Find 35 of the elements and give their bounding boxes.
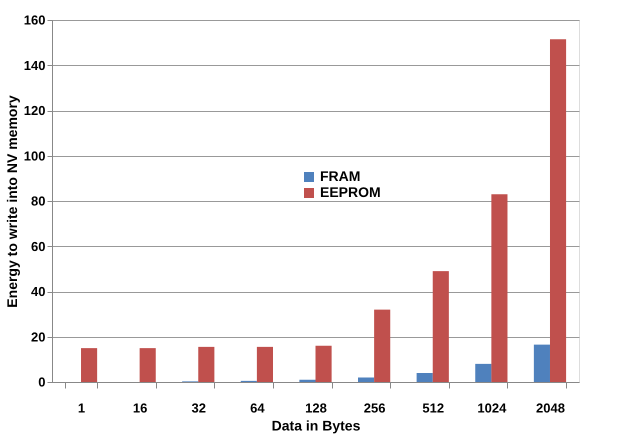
bar: [491, 194, 508, 382]
x-tick-label: 2048: [536, 400, 565, 416]
x-tick-label: 256: [364, 400, 386, 416]
x-tick-label: 1: [78, 400, 86, 416]
legend-label: FRAM: [320, 168, 360, 184]
y-tick-label: 20: [31, 329, 46, 344]
bar: [534, 344, 550, 382]
bar: [432, 271, 449, 382]
bar: [256, 346, 273, 382]
bar: [81, 348, 98, 382]
y-tick-label: 0: [38, 374, 46, 390]
bar: [550, 39, 566, 382]
y-tick-label: 80: [31, 194, 46, 208]
y-tick-label: 140: [24, 58, 46, 73]
y-tick-label: 160: [24, 12, 46, 28]
bar: [316, 346, 332, 382]
x-tick-label: 128: [305, 400, 327, 416]
x-tick-label: 16: [132, 400, 148, 416]
x-axis-title: Data in Bytes: [272, 418, 361, 434]
bar: [198, 346, 214, 382]
y-tick-label: 120: [24, 103, 46, 118]
bar: [374, 310, 390, 382]
bar: [358, 377, 374, 382]
bar: [475, 364, 492, 382]
bar: [140, 348, 156, 382]
x-tick-label: 32: [192, 400, 206, 416]
x-tick-label: 1024: [477, 400, 508, 416]
y-axis-title: Energy to write into NV memory: [4, 95, 20, 308]
y-tick-label: 40: [31, 284, 46, 299]
bar: [416, 372, 433, 382]
y-tick-label: 100: [24, 148, 46, 164]
x-tick-label: 512: [422, 400, 444, 416]
legend-label: EEPROM: [320, 184, 381, 200]
y-tick-label: 60: [31, 238, 46, 254]
x-tick-label: 64: [250, 400, 266, 416]
